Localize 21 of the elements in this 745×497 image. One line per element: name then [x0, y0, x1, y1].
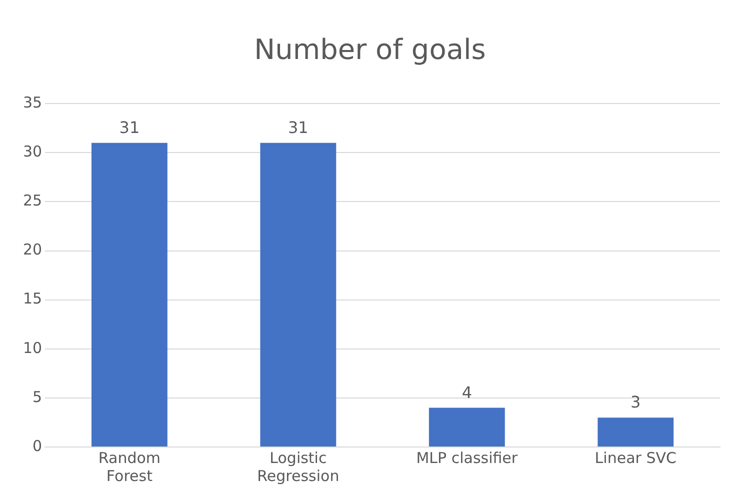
x-tick-label: MLP classifier	[416, 448, 518, 467]
x-tick-label: Linear SVC	[594, 448, 676, 467]
y-tick-label: 0	[32, 436, 42, 455]
bar	[91, 142, 168, 446]
x-tick-label: Random Forest	[98, 448, 161, 485]
bar	[428, 408, 505, 446]
data-label: 31	[288, 118, 308, 137]
y-tick-label: 25	[22, 192, 42, 210]
data-label: 31	[119, 118, 140, 137]
x-tick-label: Logistic Regression	[257, 448, 340, 485]
chart-title: Number of goals	[254, 33, 486, 66]
bar	[598, 418, 674, 446]
y-tick-label: 30	[22, 142, 42, 161]
data-label: 4	[462, 382, 472, 402]
y-tick-label: 5	[32, 388, 42, 406]
y-tick-label: 15	[22, 290, 42, 308]
y-tick-label: 20	[22, 240, 42, 259]
y-tick-label: 35	[22, 93, 42, 112]
y-tick-label: 10	[22, 338, 42, 357]
bar	[260, 142, 336, 446]
data-label: 3	[630, 392, 641, 412]
